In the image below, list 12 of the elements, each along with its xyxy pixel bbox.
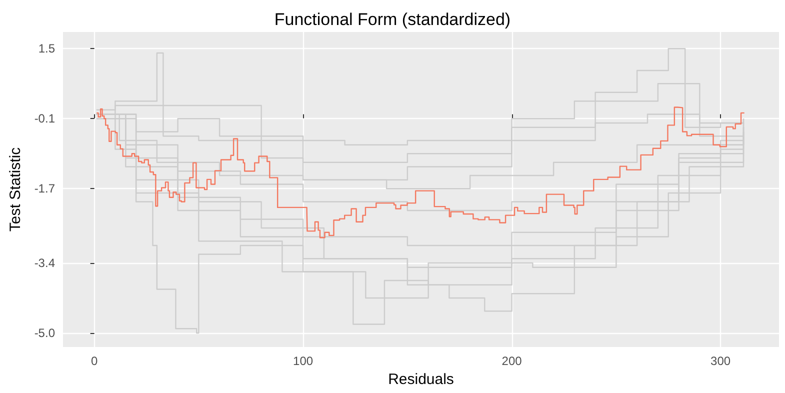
x-tick-label: 0 [90,354,98,368]
x-tick-label: 200 [502,354,522,368]
x-tick-label: 100 [293,354,314,368]
y-tick-label: 1.5 [38,42,56,56]
x-tick-label: 300 [710,354,731,368]
y-tick-label: -5.0 [34,326,56,340]
y-tick-label: -1.7 [34,182,56,196]
y-tick-label: -0.1 [34,112,56,126]
chart-title: Functional Form (standardized) [274,10,511,29]
y-axis-title: Test Statistic [7,146,24,232]
x-axis-title: Residuals [388,370,454,388]
y-tick-label: -3.4 [34,256,56,270]
